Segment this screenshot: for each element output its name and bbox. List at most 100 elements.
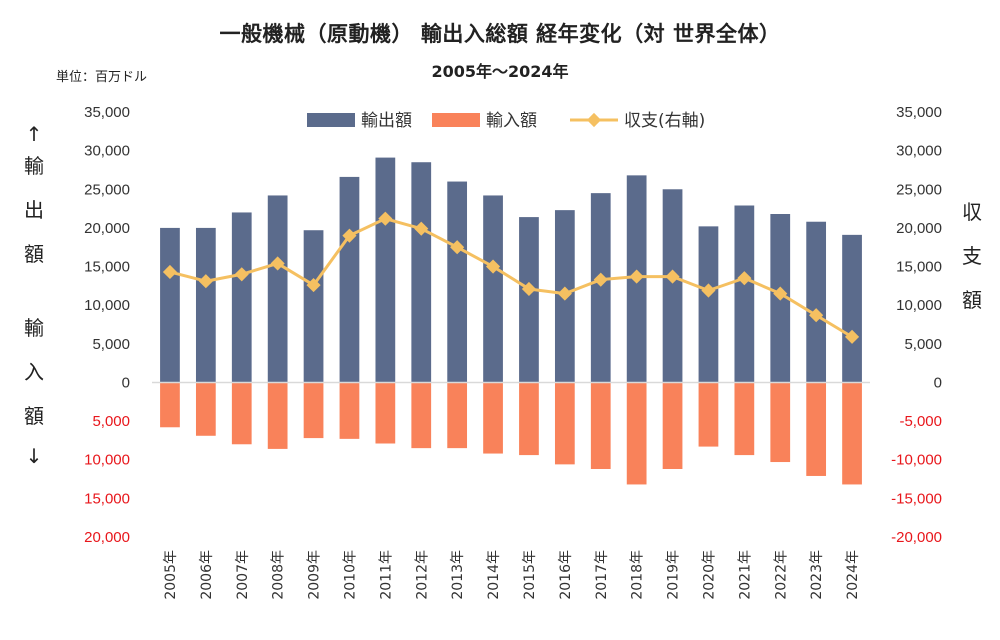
x-tick-label: 2007年 (235, 550, 251, 600)
left-tick-label: 20,000 (84, 529, 130, 546)
left-tick-label: 15,000 (84, 490, 130, 507)
import-bar (195, 382, 216, 436)
export-bar (842, 234, 862, 383)
left-tick-label: 0 (122, 374, 130, 391)
balance-polyline (169, 217, 853, 339)
export-bar (483, 195, 503, 383)
export-bar (411, 162, 432, 383)
right-tick-label: -20,000 (891, 529, 942, 546)
chart-title: 一般機械（原動機） 輸出入総額 経年変化（対 世界全体） (219, 22, 781, 46)
x-tick-label: 2017年 (594, 550, 610, 600)
import-bar (231, 382, 252, 445)
import-bar (339, 382, 360, 439)
import-bar (734, 382, 755, 456)
left-axis-label-char: 入 (24, 360, 44, 384)
right-tick-label: 20,000 (896, 220, 942, 237)
import-bars (160, 382, 862, 485)
left-axis-label-char: 額 (24, 404, 44, 428)
right-axis-label-char: 支 (962, 244, 982, 268)
balance-point (162, 264, 178, 280)
right-tick-label: 5,000 (904, 336, 942, 353)
balance-point (809, 308, 824, 323)
x-tick-label: 2013年 (450, 550, 466, 600)
legend-marker-balance (586, 112, 602, 128)
x-tick-label: 2019年 (666, 550, 682, 600)
export-bar (698, 226, 719, 383)
x-tick-label: 2010年 (342, 550, 358, 600)
export-bar (590, 193, 611, 383)
left-tick-label: 20,000 (84, 220, 130, 237)
balance-point (521, 281, 537, 297)
left-tick-label: 15,000 (84, 259, 130, 276)
export-bar (806, 221, 827, 383)
right-tick-label: 25,000 (896, 181, 942, 198)
left-tick-label: 10,000 (84, 297, 130, 314)
right-tick-label: 35,000 (896, 104, 942, 121)
balance-point (306, 278, 321, 293)
x-tick-label: 2018年 (630, 550, 646, 600)
legend-label-export: 輸出額 (361, 111, 412, 131)
export-bar (447, 181, 468, 383)
import-bar (483, 382, 503, 454)
import-bar (842, 382, 862, 485)
x-tick-label: 2021年 (737, 550, 753, 600)
export-bars (160, 157, 862, 383)
balance-point (593, 272, 608, 287)
import-bar (590, 382, 611, 469)
x-tick-label: 2005年 (163, 550, 179, 600)
left-axis-label-char: 出 (24, 198, 44, 222)
balance-point (737, 271, 752, 286)
right-tick-label: 0 (934, 374, 942, 391)
x-axis-ticks: 2005年 2006年 2007年 2008年 2009年 2010年 2011年 2012年… (163, 550, 861, 600)
x-tick-label: 2014年 (486, 550, 502, 600)
export-bar (662, 189, 683, 383)
balance-point (198, 274, 213, 289)
left-tick-label: 30,000 (84, 143, 130, 160)
legend-label-balance: 収支(右軸) (624, 111, 705, 131)
import-bar (626, 382, 647, 485)
legend-label-import: 輸入額 (486, 111, 537, 131)
import-bar (303, 382, 324, 439)
right-axis-label-char: 額 (962, 288, 982, 312)
balance-point (844, 329, 860, 344)
balance-point (342, 228, 357, 243)
export-bar (734, 205, 755, 383)
x-tick-label: 2016年 (558, 550, 574, 600)
left-tick-label: 25,000 (84, 181, 130, 198)
balance-point (773, 286, 788, 301)
x-tick-label: 2008年 (271, 550, 287, 600)
x-tick-label: 2023年 (809, 550, 825, 600)
balance-point (378, 211, 393, 226)
left-axis-ticks: 35,000 30,000 25,000 20,000 15,000 10,000 5,00… (84, 104, 130, 546)
x-tick-label: 2020年 (701, 550, 717, 600)
balance-point (701, 283, 716, 298)
export-bar (160, 227, 180, 383)
export-bar (375, 157, 396, 383)
left-tick-label: 5,000 (92, 336, 130, 353)
import-bar (662, 382, 683, 469)
import-bar (267, 382, 288, 449)
right-axis-label-char: 収 (962, 200, 982, 224)
balance-point (629, 269, 644, 284)
balance-point (270, 256, 285, 271)
legend-swatch-export (307, 113, 355, 127)
import-bar (698, 382, 719, 447)
export-bar (339, 176, 360, 383)
import-bar (806, 382, 827, 476)
import-bar (375, 382, 396, 444)
export-bar (519, 217, 539, 383)
import-bar (447, 382, 468, 449)
import-bar (770, 382, 791, 463)
balance-line-series (162, 211, 860, 344)
right-tick-label: -10,000 (891, 452, 942, 469)
right-tick-label: 30,000 (896, 143, 942, 160)
legend-swatch-import (432, 113, 480, 127)
left-tick-label: 10,000 (84, 452, 130, 469)
export-bar (231, 212, 252, 383)
import-bar (519, 382, 539, 456)
import-bar (411, 382, 432, 449)
legend: 輸出額 輸入額 収支(右軸) (307, 111, 705, 131)
import-bar (160, 382, 180, 428)
export-bar (267, 195, 288, 383)
x-tick-label: 2011年 (378, 550, 394, 600)
